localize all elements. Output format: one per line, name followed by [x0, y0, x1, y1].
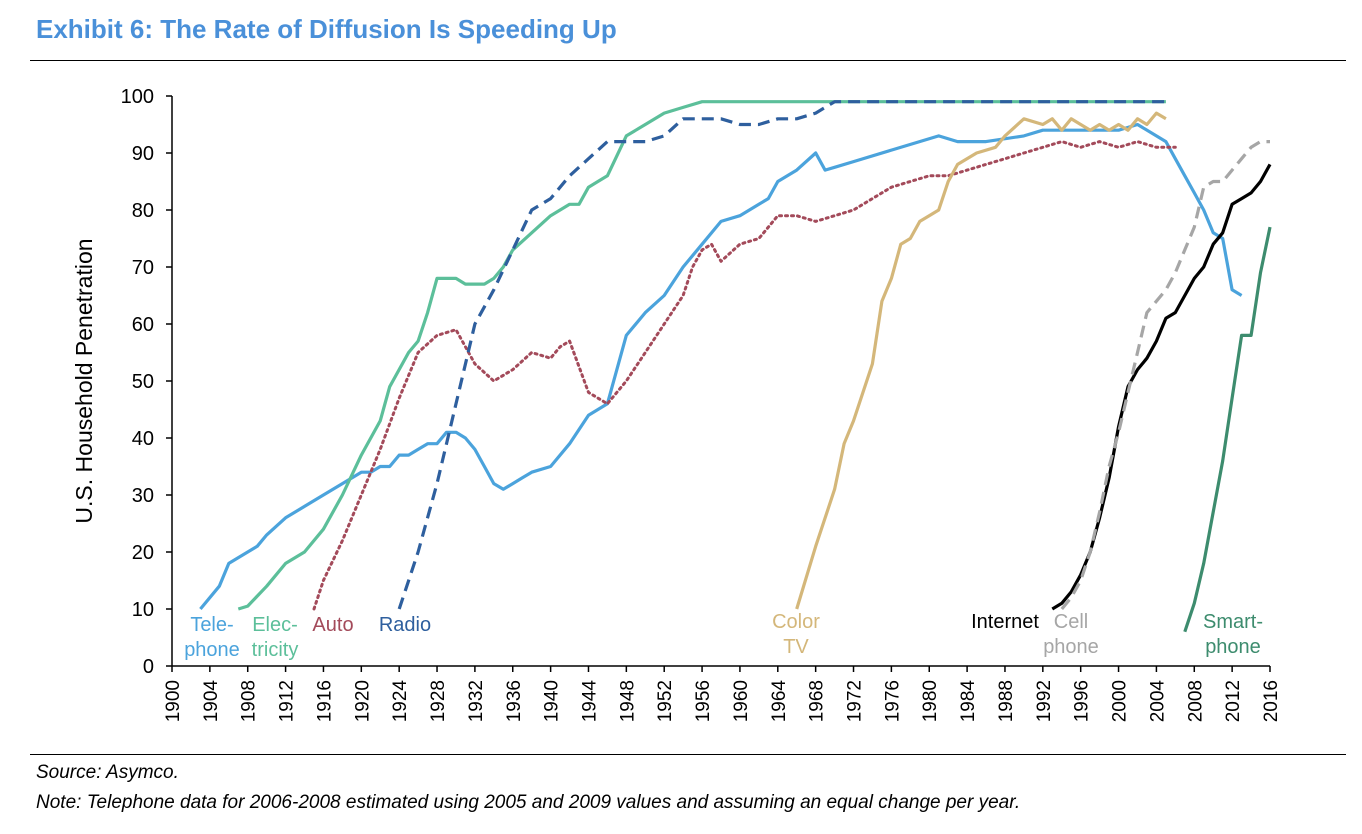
series-line	[1060, 140, 1270, 611]
y-tick-label: 0	[143, 656, 154, 678]
x-tick-label: 2000	[1110, 680, 1131, 722]
x-tick-label: 1992	[1034, 680, 1055, 722]
x-tick-label: 1972	[845, 680, 866, 722]
chart-title: Exhibit 6: The Rate of Diffusion Is Spee…	[36, 14, 617, 44]
x-tick-label: 1924	[390, 680, 411, 723]
series-label: phone	[1205, 636, 1261, 658]
series-label: tricity	[252, 639, 299, 661]
x-tick-label: 1944	[579, 680, 600, 723]
series-label: Color	[772, 611, 820, 633]
y-tick-label: 60	[132, 314, 154, 336]
x-tick-label: 1936	[504, 680, 525, 722]
data-note: Note: Telephone data for 2006-2008 estim…	[36, 792, 1021, 813]
x-tick-label: 2008	[1185, 680, 1206, 722]
x-tick-label: 2016	[1261, 680, 1282, 722]
series-line	[397, 100, 1166, 610]
x-tick-label: 1912	[277, 680, 298, 722]
y-tick-label: 90	[132, 143, 154, 165]
series-line	[795, 111, 1167, 610]
series-line	[237, 100, 1166, 611]
y-axis-label: U.S. Household Penetration	[71, 238, 97, 523]
series-label: Tele-	[190, 614, 233, 636]
y-tick-label: 20	[132, 542, 154, 564]
series-layer	[199, 100, 1272, 633]
series-label-layer: Tele-phone Elec-tricity Auto Radio Color TV In…	[184, 611, 1263, 661]
x-tick-label: 1920	[352, 680, 373, 722]
source-note: Source: Asymco.	[36, 762, 179, 783]
series-label: Internet	[971, 611, 1039, 633]
y-tick-label: 10	[132, 599, 154, 621]
series-label: Elec-	[252, 614, 298, 636]
x-tick-label: 1908	[239, 680, 260, 722]
bottom-rule	[30, 754, 1346, 755]
x-tick-label: 1980	[920, 680, 941, 722]
series-line	[1183, 226, 1272, 633]
x-tick-label: 1952	[655, 680, 676, 722]
x-tick-label: 1996	[1072, 680, 1093, 722]
y-tick-label: 40	[132, 428, 154, 450]
y-tick-label: 70	[132, 257, 154, 279]
x-tick-label: 1960	[731, 680, 752, 722]
x-tick-label: 1932	[466, 680, 487, 722]
series-label: phone	[1043, 636, 1099, 658]
x-tick-label: 2004	[1147, 680, 1168, 723]
top-rule	[30, 60, 1346, 61]
series-line	[312, 140, 1177, 611]
chart-axes: 0 10 20 30 40 50 60 70 80 90 100 1900 1904 1908 1912 19…	[121, 86, 1282, 722]
series-label: phone	[184, 639, 240, 661]
series-line	[199, 122, 1243, 611]
y-tick-label: 80	[132, 200, 154, 222]
x-tick-label: 1984	[958, 680, 979, 723]
x-tick-label: 1976	[882, 680, 903, 722]
x-tick-label: 1968	[807, 680, 828, 722]
series-label: TV	[783, 636, 809, 658]
series-line	[1051, 163, 1272, 611]
x-tick-label: 1948	[617, 680, 638, 722]
line-chart: 0 10 20 30 40 50 60 70 80 90 100 1900 1904 1908 1912 19…	[71, 86, 1282, 722]
y-tick-label: 30	[132, 485, 154, 507]
series-label: Smart-	[1203, 611, 1263, 633]
series-label: Auto	[312, 614, 353, 636]
series-label: Radio	[379, 614, 431, 636]
y-tick-label: 50	[132, 371, 154, 393]
y-tick-label: 100	[121, 86, 154, 108]
x-tick-label: 1956	[693, 680, 714, 722]
x-tick-label: 1928	[428, 680, 449, 722]
x-tick-label: 1916	[314, 680, 335, 722]
x-tick-label: 2012	[1223, 680, 1244, 722]
x-tick-label: 1988	[996, 680, 1017, 722]
x-tick-label: 1900	[163, 680, 184, 722]
x-tick-label: 1904	[201, 680, 222, 723]
x-tick-label: 1940	[542, 680, 563, 722]
x-tick-label: 1964	[769, 680, 790, 723]
series-label: Cell	[1054, 611, 1088, 633]
